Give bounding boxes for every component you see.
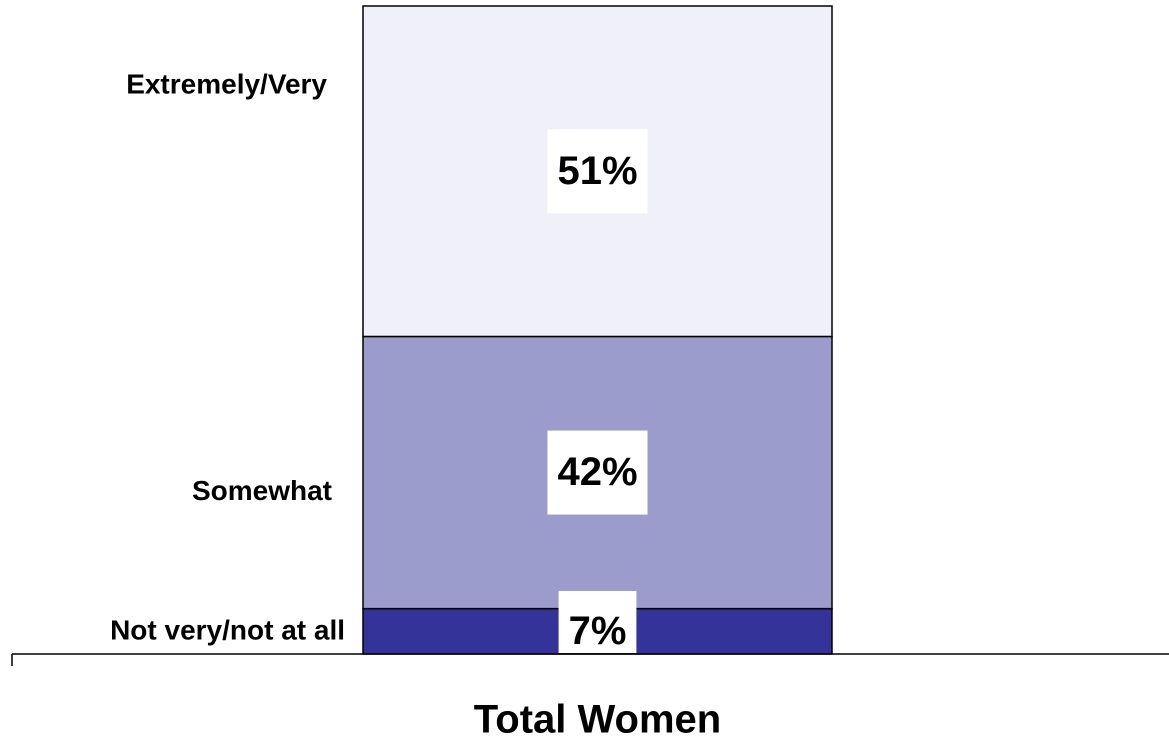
legend-label: Somewhat — [192, 475, 332, 506]
legend-label: Not very/not at all — [110, 615, 345, 646]
x-tick-label: Total Women — [474, 698, 721, 742]
value-label: 7% — [569, 609, 627, 653]
chart: Total Women Not very/not at all Somewhat Ex… — [0, 0, 1169, 745]
value-label: 51% — [557, 149, 637, 193]
value-label: 42% — [557, 450, 637, 494]
legend-label: Extremely/Very — [126, 68, 327, 99]
